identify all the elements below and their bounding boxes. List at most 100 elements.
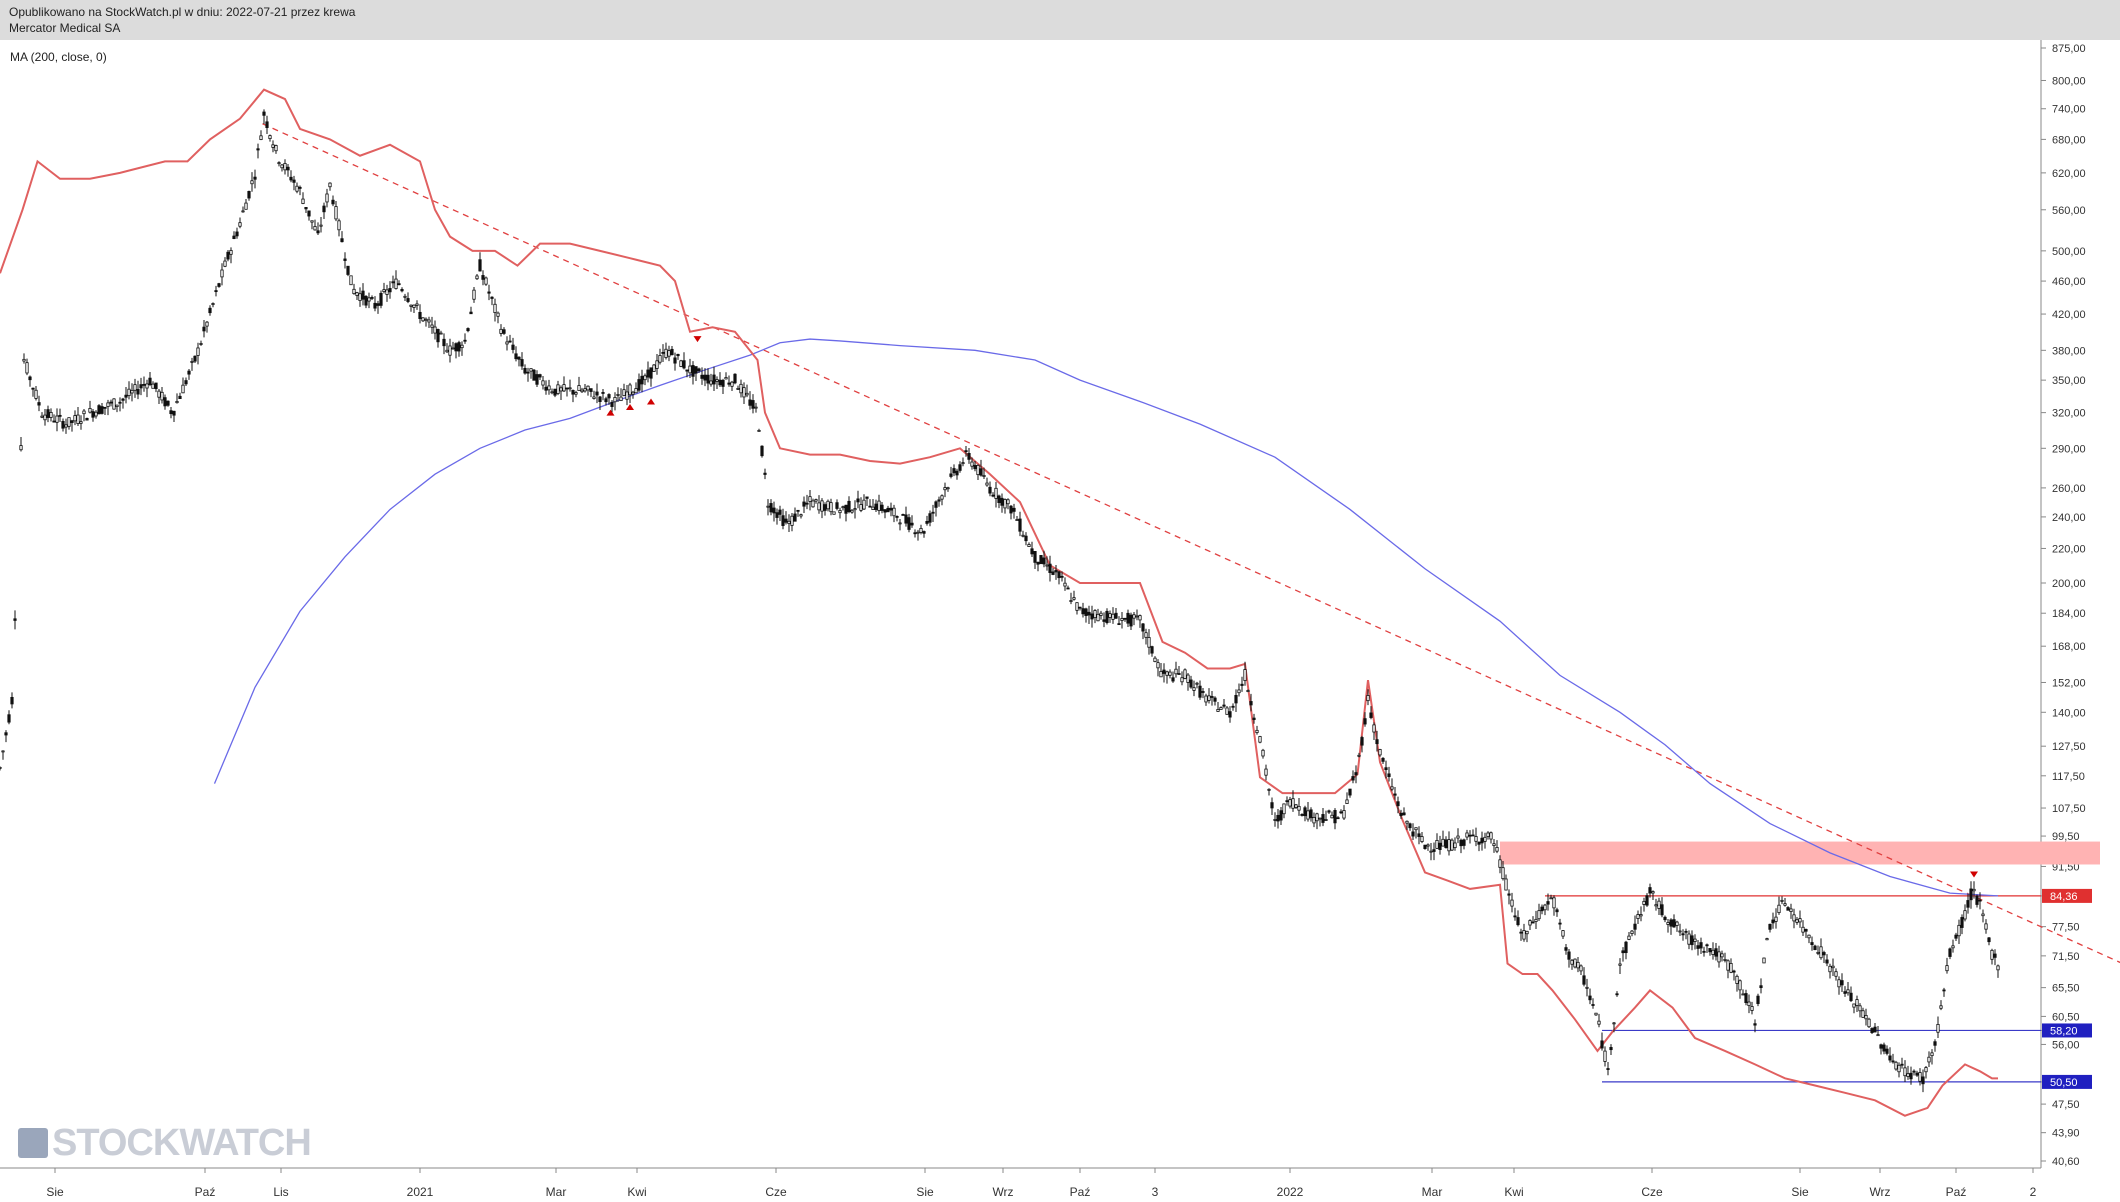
- candle-body: [1795, 919, 1799, 923]
- candle-body: [676, 353, 680, 357]
- candle-body: [829, 502, 833, 513]
- candle-body: [1054, 569, 1058, 573]
- candle-body: [1894, 1061, 1898, 1070]
- candle-body: [217, 283, 221, 287]
- level-label-bg: [2042, 1074, 2092, 1089]
- candle-body: [1819, 946, 1823, 959]
- candle-body: [1918, 1072, 1922, 1082]
- candle-body: [1207, 695, 1211, 701]
- candle-body: [1780, 899, 1784, 902]
- candle-body: [55, 415, 59, 423]
- candle-body: [1288, 799, 1292, 807]
- candle-body: [364, 295, 368, 306]
- candle-body: [562, 384, 566, 392]
- candle-body: [1528, 920, 1532, 926]
- candle-body: [1693, 938, 1697, 942]
- candle-body: [1447, 839, 1451, 852]
- candle-body: [223, 260, 227, 267]
- candle-body: [733, 373, 737, 384]
- candle-body: [1492, 843, 1496, 846]
- candle-body: [370, 297, 374, 299]
- candle-body: [211, 303, 215, 305]
- candle-body: [1468, 834, 1472, 837]
- candle-body: [670, 348, 674, 356]
- candle-body: [208, 307, 212, 314]
- candle-body: [1903, 1067, 1907, 1077]
- candle-body: [202, 326, 206, 332]
- candle-body: [1990, 949, 1994, 960]
- candle-body: [1942, 989, 1946, 992]
- candle-body: [721, 379, 725, 387]
- candle-body: [1231, 705, 1235, 708]
- candle-body: [1663, 916, 1667, 921]
- candle-body: [1603, 1050, 1607, 1062]
- candle-body: [1720, 953, 1724, 958]
- candle-body: [1336, 817, 1340, 820]
- candle-body: [784, 518, 788, 523]
- x-tick-label: Lis: [273, 1185, 288, 1199]
- candle-body: [25, 362, 29, 374]
- candle-body: [1060, 575, 1064, 578]
- candle-body: [397, 283, 401, 286]
- candle-body: [931, 511, 935, 514]
- candle-body: [505, 341, 509, 345]
- candle-body: [46, 409, 50, 418]
- candle-body: [295, 185, 299, 192]
- price-chart[interactable]: 875,00 800,00 740,00 680,00 620,00 560,00 500,…: [0, 40, 2120, 1202]
- candle-body: [1384, 767, 1388, 770]
- candle-body: [1195, 682, 1199, 685]
- candle-body: [301, 198, 305, 204]
- candle-body: [1912, 1070, 1916, 1073]
- candle-body: [1483, 836, 1487, 842]
- candle-body: [1477, 841, 1481, 845]
- candle-body: [979, 468, 983, 476]
- candle-body: [985, 482, 989, 486]
- candle-body: [40, 415, 44, 418]
- candle-body: [982, 475, 986, 477]
- candle-body: [757, 429, 761, 432]
- candle-body: [418, 311, 422, 319]
- candle-body: [1147, 637, 1151, 648]
- candle-body: [760, 445, 764, 457]
- ma-200-line: [213, 338, 1999, 897]
- candle-body: [913, 532, 917, 535]
- x-tick-label: 2021: [407, 1185, 434, 1199]
- candle-body: [1849, 992, 1853, 1002]
- y-tick-label: 320,00: [2052, 408, 2086, 420]
- candle-body: [415, 303, 419, 306]
- candle-body: [229, 250, 233, 255]
- candle-body: [1093, 610, 1097, 619]
- candle-body: [643, 375, 647, 381]
- candle-body: [1078, 606, 1082, 609]
- candle-body: [169, 410, 173, 415]
- y-tick-label: 680,00: [2052, 134, 2086, 146]
- candle-body: [1348, 788, 1352, 796]
- candle-body: [697, 368, 701, 372]
- candle-body: [256, 148, 260, 151]
- candle-body: [124, 394, 128, 398]
- candle-body: [1036, 561, 1040, 565]
- candle-body: [37, 402, 41, 406]
- candle-body: [1645, 895, 1649, 906]
- candle-body: [148, 377, 152, 385]
- candle-body: [1621, 950, 1625, 954]
- candle-body: [1660, 904, 1664, 916]
- candle-body: [1921, 1076, 1925, 1085]
- candle-body: [1132, 614, 1136, 619]
- candle-body: [1228, 711, 1232, 718]
- candle-body: [478, 259, 482, 272]
- candle-body: [1177, 673, 1181, 675]
- candle-body: [1927, 1056, 1931, 1063]
- candle-body: [847, 500, 851, 513]
- y-tick-label: 127,50: [2052, 741, 2086, 753]
- candle-body: [1798, 918, 1802, 923]
- y-tick-label: 107,50: [2052, 803, 2086, 815]
- candle-body: [715, 379, 719, 382]
- candle-body: [1330, 814, 1334, 819]
- candle-body: [1642, 900, 1646, 905]
- candle-body: [1651, 891, 1655, 894]
- candle-body: [550, 391, 554, 394]
- candle-body: [1501, 867, 1505, 880]
- candle-body: [250, 180, 254, 185]
- candle-body: [13, 618, 17, 621]
